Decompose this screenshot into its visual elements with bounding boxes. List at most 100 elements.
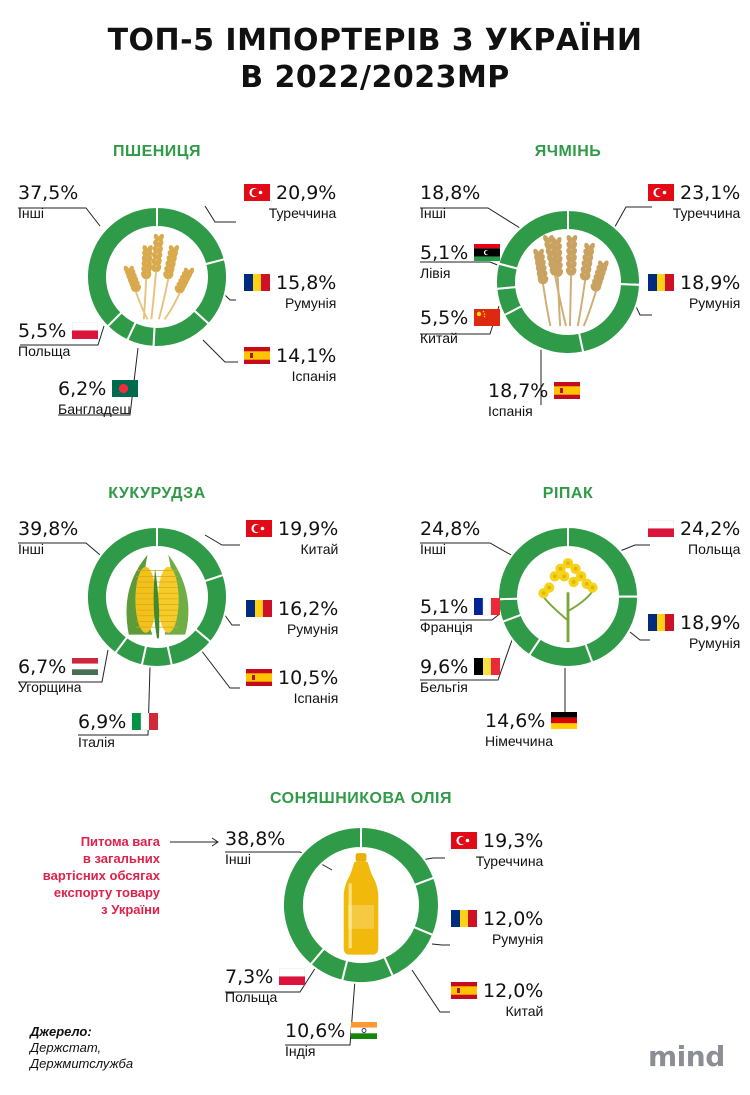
slice-value-text: 18,9% [680, 272, 741, 294]
donut-slice [86, 525, 158, 655]
leader-line [18, 207, 101, 227]
leader-line [18, 542, 107, 561]
slice-value-text: 20,9% [276, 182, 337, 204]
donut-chart [495, 208, 641, 355]
donut-slice [497, 208, 569, 270]
leader-line [200, 649, 240, 689]
chart-title: РІПАК [542, 485, 594, 502]
turkey-flag-icon [246, 520, 272, 537]
share-note: Питома вага в загальних вартісних обсяга… [30, 833, 160, 918]
slice-value-text: 24,2% [680, 518, 741, 540]
slice-label: 6,2% Бангладеш [58, 378, 144, 418]
chart-title: СОНЯШНИКОВА ОЛІЯ [270, 790, 452, 807]
slice-value: 19,3% [445, 830, 543, 852]
slice-value: 23,1% [642, 182, 740, 204]
note-line: в загальних [82, 851, 160, 866]
slice-value-text: 16,2% [278, 598, 339, 620]
slice-label: 15,8% Румунія [238, 272, 336, 312]
leader-line [420, 639, 513, 681]
slice-country: Інші [420, 205, 446, 221]
slice-value-text: 18,7% [488, 380, 549, 402]
wheat-icon [123, 233, 195, 320]
slice-label: 39,8% Інші [18, 518, 78, 558]
spain-flag-icon [451, 982, 477, 999]
slice-value: 12,0% [445, 908, 543, 930]
slice-country: Китай [505, 1003, 544, 1019]
romania-flag-icon [451, 910, 477, 927]
slice-value-text: 5,1% [420, 596, 469, 618]
turkey-flag-icon [244, 184, 270, 201]
slice-label: 37,5% Інші [18, 182, 78, 222]
leader-line [20, 325, 105, 346]
slice-value: 12,0% [445, 980, 543, 1002]
china-flag-icon [474, 309, 501, 326]
slice-value: 20,9% [238, 182, 336, 204]
slice-country: Румунія [286, 621, 339, 637]
slice-country: Бангладеш [58, 401, 131, 417]
leader-line [629, 631, 650, 641]
slice-value-text: 15,8% [276, 272, 337, 294]
slice-value: 18,9% [642, 272, 740, 294]
note-line: з України [101, 902, 160, 917]
note-line: Питома вага [80, 834, 160, 849]
slice-value: 6,2% [58, 378, 144, 400]
slice-country: Іспанія [488, 403, 533, 419]
leader-line [204, 205, 236, 223]
slice-country: Італія [78, 734, 115, 750]
slice-value-text: 12,0% [483, 908, 544, 930]
leader-line [202, 339, 238, 363]
slice-label: 9,6% Бельгія [420, 656, 506, 696]
slice-label: 14,6% Німеччина [485, 710, 583, 750]
slice-label: 18,8% Інші [420, 182, 480, 222]
slice-value-text: 14,6% [485, 710, 546, 732]
slice-value-text: 9,6% [420, 656, 469, 678]
slice-value: 38,8% [225, 828, 285, 850]
source-line: Держмитслужба [30, 1056, 134, 1071]
slice-country: Туреччина [268, 205, 337, 221]
germany-flag-icon [551, 712, 578, 729]
slice-country: Румунія [688, 635, 741, 651]
slice-value: 15,8% [238, 272, 336, 294]
slice-country: Іспанія [293, 690, 339, 706]
donut-slice [340, 955, 395, 984]
donut-chart [282, 825, 440, 984]
slice-value: 18,8% [420, 182, 480, 204]
leader-line [611, 206, 652, 233]
slice-label: 19,3% Туреччина [445, 830, 543, 870]
slice-country: Польща [18, 343, 71, 359]
romania-flag-icon [648, 614, 674, 631]
slice-value-text: 5,5% [420, 307, 469, 329]
leader-line [204, 534, 240, 546]
leader-line [614, 544, 650, 554]
slice-value: 5,5% [18, 320, 104, 342]
slice-value: 6,9% [78, 711, 164, 733]
poland-flag-icon [72, 322, 99, 339]
slice-label: 16,2% Румунія [240, 598, 338, 638]
slice-value: 10,6% [285, 1020, 383, 1042]
slice-value-text: 18,9% [680, 612, 741, 634]
slice-country: Німеччина [485, 733, 554, 749]
belgium-flag-icon [474, 658, 501, 675]
slice-label: 18,9% Румунія [642, 612, 740, 652]
slice-value: 6,7% [18, 656, 104, 678]
source-text: Держстат, Держмитслужба [30, 1040, 133, 1072]
leader-line [420, 207, 521, 229]
spain-flag-icon [246, 669, 272, 686]
barley-icon [533, 234, 609, 327]
slice-country: Туреччина [672, 205, 741, 221]
italy-flag-icon [132, 713, 159, 730]
slice-label: 12,0% Румунія [445, 908, 543, 948]
slice-value-text: 6,2% [58, 378, 107, 400]
chart-title: ПШЕНИЦЯ [113, 143, 201, 160]
slice-value: 18,7% [488, 380, 586, 402]
slice-country: Румунія [491, 931, 544, 947]
chart-title: ЯЧМІНЬ [534, 143, 602, 160]
donut-chart [86, 525, 228, 668]
note-arrow-icon [170, 837, 219, 847]
slice-value-text: 37,5% [18, 182, 79, 204]
india-flag-icon [351, 1022, 378, 1039]
leader-line [225, 966, 317, 993]
slice-value: 39,8% [18, 518, 78, 540]
donut-chart [86, 205, 228, 348]
